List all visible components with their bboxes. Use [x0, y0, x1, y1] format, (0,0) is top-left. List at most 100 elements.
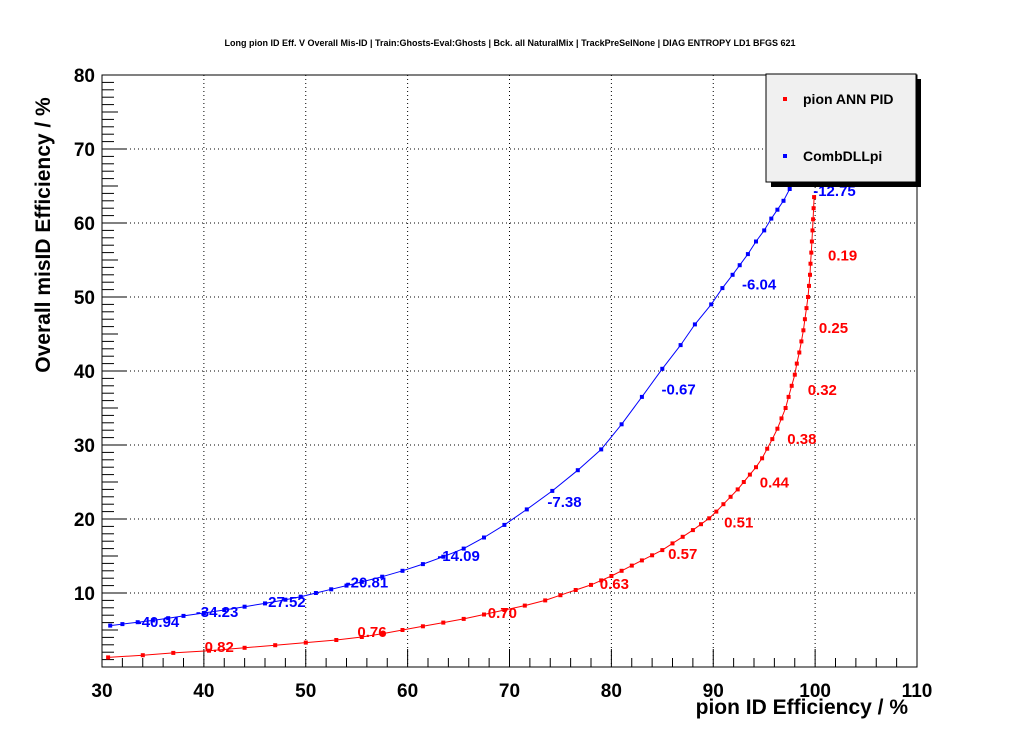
data-label: 0.38	[787, 431, 816, 448]
data-point	[599, 578, 604, 583]
data-point	[558, 593, 563, 598]
data-point	[809, 250, 814, 255]
data-point	[639, 394, 644, 399]
y-tick-label: 80	[74, 66, 95, 87]
data-point	[242, 645, 247, 650]
x-tick-label: 40	[193, 681, 214, 702]
data-point	[812, 195, 817, 200]
data-point	[728, 494, 733, 499]
data-point	[400, 568, 405, 573]
data-point	[639, 558, 644, 563]
data-point	[747, 472, 752, 477]
data-label: -7.38	[547, 494, 581, 511]
data-label: 0.82	[205, 639, 234, 656]
data-point	[754, 465, 758, 470]
data-point	[524, 507, 529, 512]
x-tick-label: 110	[902, 681, 933, 702]
data-point	[135, 620, 140, 625]
axes: 30 40 50 60 70 80 90 100 110 10 20 30 40 50 60 70 80	[74, 66, 932, 702]
data-point	[181, 613, 186, 618]
data-point	[359, 579, 364, 584]
data-point	[502, 522, 507, 527]
data-label: 0.51	[724, 515, 753, 532]
data-point	[809, 239, 814, 244]
data-point	[699, 522, 703, 527]
data-point	[550, 488, 555, 493]
data-point	[344, 583, 349, 588]
data-label: -14.09	[437, 548, 480, 565]
data-label: -27.52	[263, 594, 306, 611]
data-point	[721, 502, 726, 507]
data-point	[707, 516, 712, 521]
data-point	[660, 548, 665, 553]
legend-label-ann: pion ANN PID	[803, 91, 893, 107]
data-point	[150, 618, 155, 623]
data-point	[660, 366, 665, 371]
data-point	[166, 616, 171, 621]
data-point	[273, 643, 278, 648]
legend-marker-ann	[783, 97, 787, 101]
data-point	[775, 207, 780, 212]
data-label: 0.63	[600, 576, 629, 593]
data-point	[522, 603, 527, 608]
data-point	[629, 563, 634, 568]
data-point	[573, 588, 578, 592]
data-point	[298, 594, 303, 599]
data-point	[792, 372, 797, 377]
data-point	[334, 638, 339, 642]
x-tick-label: 60	[397, 681, 418, 702]
data-point	[765, 446, 770, 451]
y-tick-label: 50	[74, 288, 95, 309]
data-label: -12.75	[813, 183, 856, 200]
data-point	[201, 611, 206, 615]
data-point	[745, 252, 750, 257]
data-point	[804, 306, 809, 311]
data-point	[787, 187, 792, 191]
data-point	[242, 604, 247, 609]
series-1: -40.94 -34.23 -27.52 -20.81 -14.09 -7.38 -0.67…	[108, 76, 856, 631]
data-point	[775, 426, 780, 431]
data-point	[735, 487, 740, 492]
data-point	[737, 263, 742, 268]
data-point	[807, 283, 811, 288]
data-point	[714, 509, 719, 514]
data-point	[779, 416, 784, 421]
data-point	[781, 198, 786, 203]
series-0: 0.82 0.76 0.70 0.63 0.57 0.51 0.44 0.38 0.32 0.25…	[106, 195, 857, 660]
data-point	[380, 631, 385, 636]
data-point	[810, 228, 815, 233]
data-point	[283, 597, 288, 602]
data-point	[380, 574, 385, 579]
data-point	[441, 620, 446, 625]
data-point	[709, 302, 714, 307]
chart-title: Long pion ID Eff. V Overall Mis-ID | Tra…	[224, 38, 795, 48]
data-point	[461, 546, 466, 551]
data-point	[313, 591, 318, 595]
data-point	[359, 635, 364, 639]
data-point	[760, 456, 765, 461]
legend: pion ANN PID CombDLLpi	[765, 73, 921, 187]
data-label: 0.70	[488, 605, 517, 622]
data-label: 0.76	[357, 624, 386, 641]
data-point	[263, 601, 267, 606]
data-point	[420, 624, 425, 629]
data-point	[786, 394, 791, 399]
data-point	[575, 468, 580, 473]
data-point	[650, 553, 655, 558]
data-point	[678, 343, 683, 348]
data-label: 0.25	[819, 320, 848, 337]
series-line	[108, 197, 815, 658]
y-tick-label: 30	[74, 436, 95, 457]
y-tick-label: 10	[74, 584, 95, 605]
data-label: -40.94	[137, 614, 180, 631]
data-point	[303, 640, 308, 645]
data-point	[400, 628, 405, 632]
x-tick-label: 100	[799, 681, 831, 702]
x-tick-label: 80	[601, 681, 622, 702]
data-point	[811, 206, 816, 211]
data-point	[140, 653, 145, 658]
data-point	[670, 541, 675, 546]
data-point	[762, 228, 767, 233]
data-point	[783, 406, 788, 410]
